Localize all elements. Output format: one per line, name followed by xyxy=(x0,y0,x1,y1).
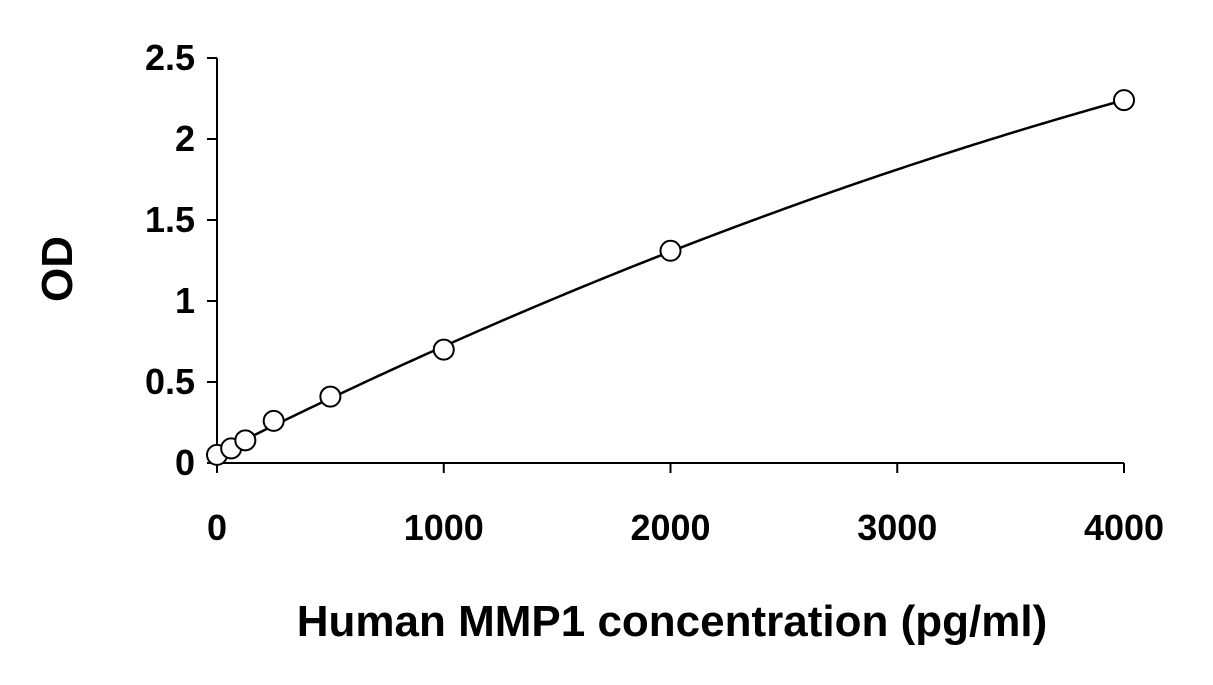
data-point xyxy=(234,429,257,452)
data-point xyxy=(1113,89,1135,112)
y-tick-label: 0 xyxy=(175,442,195,483)
x-tick-label: 0 xyxy=(207,507,227,548)
y-axis-title: OD xyxy=(33,236,82,302)
data-point xyxy=(659,239,682,262)
x-tick-label: 1000 xyxy=(404,507,484,548)
y-tick-label: 1 xyxy=(175,280,195,321)
x-tick-label: 3000 xyxy=(857,507,937,548)
x-axis-title: Human MMP1 concentration (pg/ml) xyxy=(297,597,1047,646)
data-points xyxy=(206,89,1135,466)
fit-curve xyxy=(216,98,1125,455)
data-point xyxy=(262,409,285,432)
y-tick-label: 0.5 xyxy=(145,361,195,402)
y-tick-label: 2.5 xyxy=(145,37,195,78)
data-point xyxy=(319,385,342,408)
y-tick-label: 2 xyxy=(175,118,195,159)
x-axis-ticks: 0 1000 2000 3000 4000 xyxy=(207,463,1164,548)
data-point xyxy=(432,338,455,361)
y-axis-ticks: 0 0.5 1 1.5 2 2.5 xyxy=(145,37,217,483)
x-tick-label: 4000 xyxy=(1084,507,1164,548)
x-tick-label: 2000 xyxy=(630,507,710,548)
y-tick-label: 1.5 xyxy=(145,199,195,240)
